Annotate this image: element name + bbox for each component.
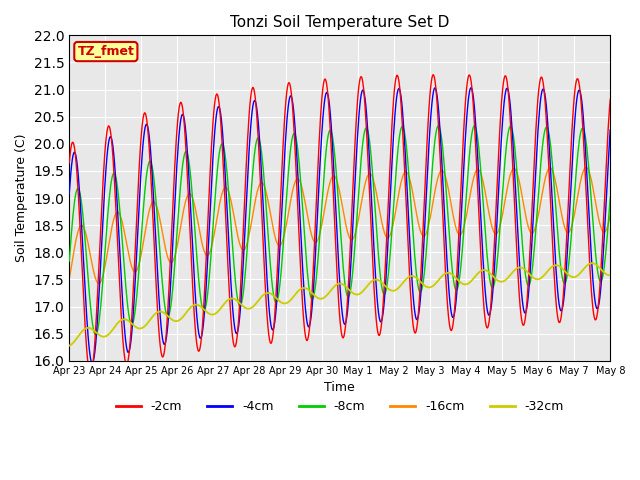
X-axis label: Time: Time <box>324 381 355 394</box>
Y-axis label: Soil Temperature (C): Soil Temperature (C) <box>15 134 28 262</box>
Legend: -2cm, -4cm, -8cm, -16cm, -32cm: -2cm, -4cm, -8cm, -16cm, -32cm <box>111 395 569 418</box>
Title: Tonzi Soil Temperature Set D: Tonzi Soil Temperature Set D <box>230 15 449 30</box>
Text: TZ_fmet: TZ_fmet <box>77 45 134 58</box>
